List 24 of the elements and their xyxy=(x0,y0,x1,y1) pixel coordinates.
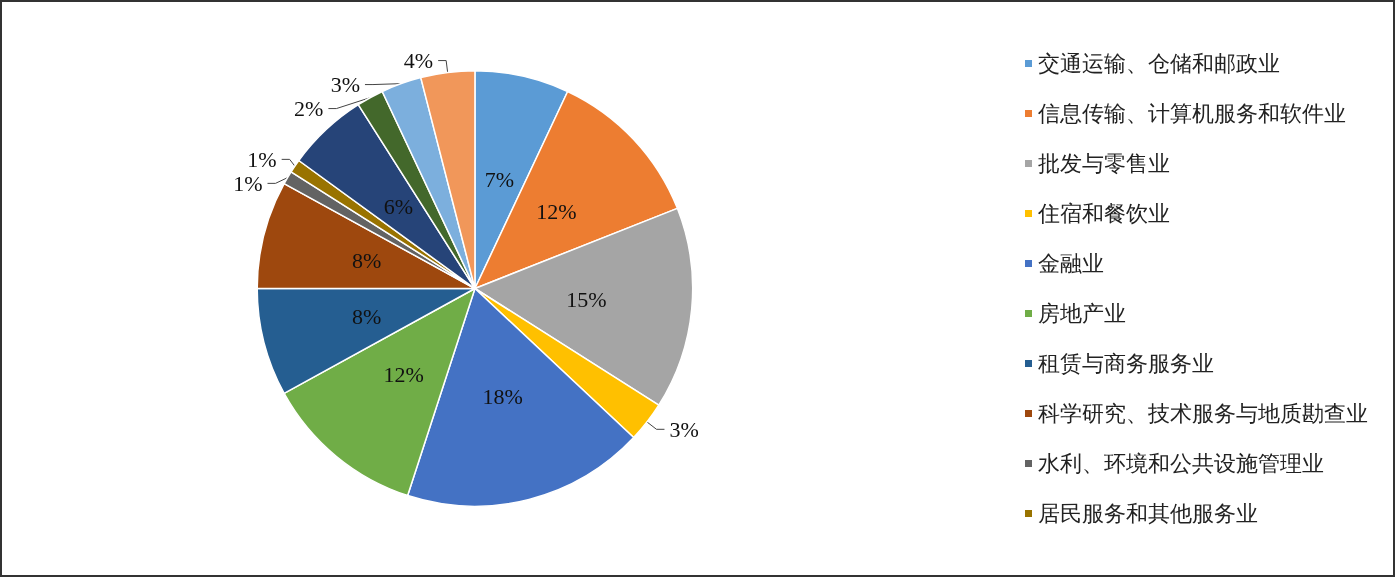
legend-label: 住宿和餐饮业 xyxy=(1037,201,1170,226)
legend-label: 科学研究、技术服务与地质勘查业 xyxy=(1038,401,1368,426)
data-label: 3% xyxy=(330,72,360,98)
data-label: 8% xyxy=(351,248,382,274)
data-label: 6% xyxy=(383,194,414,220)
legend-label: 水利、环境和公共设施管理业 xyxy=(1038,451,1324,476)
data-label: 18% xyxy=(482,384,523,410)
legend-label: 信息传输、计算机服务和软件业 xyxy=(1038,101,1346,126)
data-label: 3% xyxy=(669,416,699,442)
data-label: 12% xyxy=(536,199,577,225)
legend-label: 居民服务和其他服务业 xyxy=(1038,501,1258,526)
data-label: 7% xyxy=(484,166,515,192)
data-label: 1% xyxy=(247,146,277,172)
data-label: 12% xyxy=(383,362,424,388)
legend-label: 交通运输、仓储和邮政业 xyxy=(1038,51,1280,76)
legend-label: 批发与零售业 xyxy=(1038,151,1170,176)
legend-label: 金融业 xyxy=(1038,251,1104,276)
data-label: 8% xyxy=(351,303,382,329)
legend-label: 租赁与商务服务业 xyxy=(1038,351,1214,376)
legend-label: 房地产业 xyxy=(1038,301,1126,326)
data-label: 1% xyxy=(233,170,263,196)
data-label: 4% xyxy=(403,48,434,74)
data-label: 2% xyxy=(294,96,324,122)
data-label: 15% xyxy=(566,286,607,312)
